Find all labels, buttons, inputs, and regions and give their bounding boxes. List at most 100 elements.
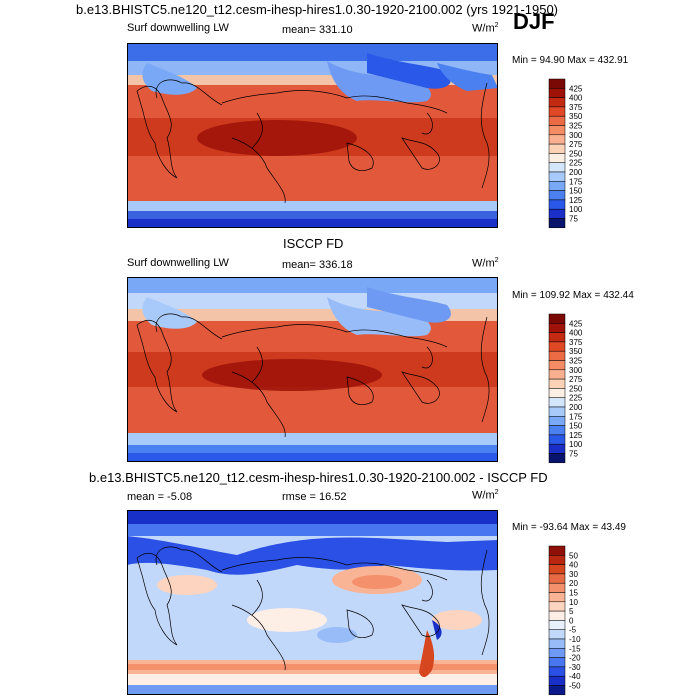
colorbar-tick-label: -50 [569,682,581,691]
colorbar-box [548,406,566,417]
panel3-minmax: Min = -93.64 Max = 43.49 [512,522,626,533]
colorbar-tick-label: 250 [569,149,583,158]
panel1-units: W/m2 [472,22,499,35]
colorbar-tick-label: 175 [569,412,583,421]
panel2-map [127,277,498,462]
colorbar-box [548,601,566,612]
colorbar-tick-label: -40 [569,672,581,681]
colorbar-box [548,592,566,603]
panel3-mean: mean = -5.08 [127,491,193,503]
colorbar-box [548,657,566,668]
colorbar-box [548,388,566,398]
panel2-variable: Surf downwelling LW [127,257,229,269]
panel1-map [127,43,498,228]
panel2-title: ISCCP FD [283,236,344,251]
colorbar-box [548,610,566,621]
colorbar-tick-label: 350 [569,347,583,356]
season-label: DJF [513,9,555,34]
colorbar-box [548,685,566,696]
colorbar-tick-label: -30 [569,663,581,672]
colorbar-box [548,341,566,352]
colorbar-box [548,162,566,173]
panel1-colorbar: 4254003753503253002752502252001751501251… [548,78,583,229]
colorbar-tick-label: 425 [569,84,583,93]
colorbar-tick-label: 275 [569,375,583,384]
colorbar-box [548,332,566,343]
colorbar-box [548,629,566,640]
colorbar-tick-label: 300 [569,131,583,140]
colorbar-tick-label: 15 [569,589,578,598]
colorbar-tick-label: 75 [569,215,578,224]
colorbar-tick-label: 250 [569,384,583,393]
colorbar-box [548,564,566,575]
colorbar-tick-label: 125 [569,431,583,440]
colorbar-tick-label: -10 [569,635,581,644]
colorbar-box [548,378,566,389]
colorbar-box [548,360,566,371]
colorbar-box [548,453,566,464]
colorbar-tick-label: 400 [569,329,583,338]
colorbar-box [548,323,566,333]
colorbar-tick-label: -20 [569,654,581,663]
colorbar-tick-label: 325 [569,122,583,131]
colorbar-tick-label: 425 [569,319,583,328]
colorbar-box [548,582,566,593]
colorbar-box [548,443,566,454]
colorbar-box [548,153,566,163]
colorbar-tick-label: 150 [569,422,583,431]
colorbar-tick-label: 325 [569,357,583,366]
panel1-variable: Surf downwelling LW [127,22,229,34]
colorbar-tick-label: 375 [569,103,583,112]
colorbar-box [548,666,566,677]
colorbar-box [548,369,566,380]
colorbar-tick-label: 350 [569,112,583,121]
colorbar-tick-label: -15 [569,644,581,653]
colorbar-box [548,416,566,426]
colorbar-box [548,171,566,182]
panel3-rmse: rmse = 16.52 [282,491,347,503]
colorbar-tick-label: 200 [569,168,583,177]
colorbar-box [548,97,566,108]
colorbar-box [548,397,566,408]
panel1-minmax: Min = 94.90 Max = 432.91 [512,55,629,66]
colorbar-box [548,555,566,565]
colorbar-box [548,545,566,556]
colorbar-tick-label: 150 [569,187,583,196]
colorbar-box [548,115,566,126]
panel2-mean: mean= 336.18 [282,259,353,271]
colorbar-tick-label: 375 [569,338,583,347]
colorbar-box [548,143,566,154]
colorbar-tick-label: 125 [569,196,583,205]
colorbar-tick-label: 275 [569,140,583,149]
colorbar-box [548,181,566,191]
colorbar-box [548,313,566,324]
colorbar-box [548,350,566,361]
panel2-minmax: Min = 109.92 Max = 432.44 [512,290,634,301]
colorbar-box [548,134,566,145]
colorbar-tick-label: 225 [569,394,583,403]
colorbar-tick-label: 175 [569,177,583,186]
colorbar-box [548,648,566,658]
colorbar-tick-label: 5 [569,607,574,616]
colorbar-tick-label: 0 [569,616,574,625]
colorbar-tick-label: 10 [569,598,578,607]
colorbar-box [548,638,566,649]
colorbar-box [548,208,566,219]
colorbar-box [548,78,566,89]
colorbar-tick-label: -5 [569,626,577,635]
colorbar-tick-label: 30 [569,570,578,579]
panel3-title: b.e13.BHISTC5.ne120_t12.cesm-ihesp-hires… [89,470,548,485]
colorbar-box [548,190,566,201]
colorbar-tick-label: 50 [569,551,578,560]
colorbar-tick-label: 300 [569,366,583,375]
colorbar-box [548,88,566,98]
colorbar-box [548,434,566,445]
colorbar-box [548,106,566,117]
colorbar-box [548,125,566,136]
panel3-units: W/m2 [472,489,499,502]
colorbar-box [548,573,566,584]
colorbar-tick-label: 100 [569,440,583,449]
colorbar-box [548,425,566,436]
colorbar-tick-label: 40 [569,561,578,570]
